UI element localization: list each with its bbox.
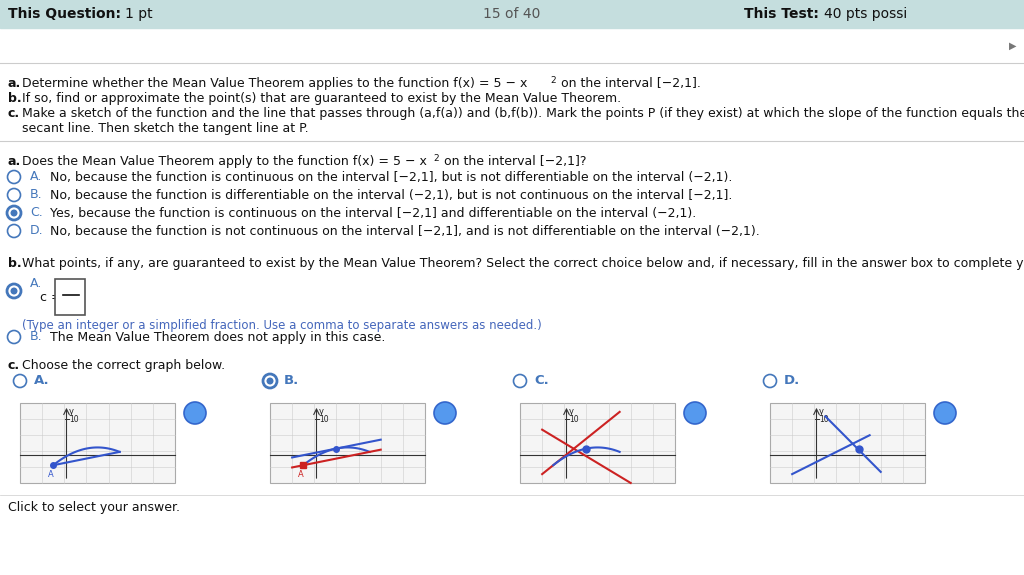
Text: +: + [938, 404, 952, 422]
Bar [520, 403, 675, 483]
Text: (Type an integer or a simplified fraction. Use a comma to separate answers as ne: (Type an integer or a simplified fractio… [22, 319, 542, 332]
Text: 2: 2 [433, 154, 438, 163]
Text: +: + [188, 404, 202, 422]
Circle shape [7, 189, 20, 201]
Text: y: y [318, 407, 324, 416]
Text: 1 pt: 1 pt [125, 7, 153, 21]
Text: C.: C. [30, 206, 43, 220]
Text: Choose the correct graph below.: Choose the correct graph below. [22, 359, 225, 372]
Circle shape [10, 209, 17, 217]
Circle shape [13, 374, 27, 388]
Text: 10: 10 [819, 415, 829, 424]
Text: If so, find or approximate the point(s) that are guaranteed to exist by the Mean: If so, find or approximate the point(s) … [22, 92, 622, 105]
Text: a.: a. [8, 155, 22, 168]
Text: 10: 10 [569, 415, 580, 424]
Circle shape [184, 402, 206, 424]
Text: C.: C. [534, 374, 549, 388]
Circle shape [266, 378, 273, 385]
Text: 40 pts possi: 40 pts possi [824, 7, 907, 21]
Text: Click to select your answer.: Click to select your answer. [8, 501, 180, 514]
Text: y: y [69, 407, 74, 416]
Text: 2: 2 [67, 297, 75, 310]
Text: 15 of 40: 15 of 40 [483, 7, 541, 21]
Bar [20, 403, 175, 483]
Text: 10: 10 [319, 415, 329, 424]
Text: The Mean Value Theorem does not apply in this case.: The Mean Value Theorem does not apply in… [50, 331, 385, 343]
Text: c.: c. [8, 359, 20, 372]
Text: This Question:: This Question: [8, 7, 121, 21]
Text: No, because the function is not continuous on the interval [−2,1], and is not di: No, because the function is not continuo… [50, 224, 760, 237]
Text: A: A [298, 470, 304, 479]
Text: Does the Mean Value Theorem apply to the function f(x) = 5 − x: Does the Mean Value Theorem apply to the… [22, 155, 427, 168]
Text: A.: A. [30, 277, 42, 290]
Text: 10: 10 [70, 415, 79, 424]
Circle shape [684, 402, 706, 424]
Text: B.: B. [284, 374, 299, 388]
Circle shape [7, 331, 20, 343]
Circle shape [7, 224, 20, 237]
Circle shape [764, 374, 776, 388]
Text: B.: B. [30, 189, 43, 201]
Text: 2: 2 [550, 76, 556, 85]
Text: D.: D. [784, 374, 800, 388]
Text: −: − [57, 287, 70, 302]
Text: on the interval [−2,1]?: on the interval [−2,1]? [440, 155, 587, 168]
Circle shape [263, 374, 278, 388]
Bar [270, 403, 425, 483]
Circle shape [7, 206, 22, 220]
Text: D.: D. [30, 224, 44, 237]
Text: No, because the function is differentiable on the interval (−2,1), but is not co: No, because the function is differentiab… [50, 189, 732, 201]
Text: y: y [568, 407, 573, 416]
Text: Make a sketch of the function and the line that passes through (a,f(a)) and (b,f: Make a sketch of the function and the li… [22, 107, 1024, 120]
Text: B.: B. [30, 331, 43, 343]
Circle shape [7, 171, 20, 183]
Text: c.: c. [8, 107, 20, 120]
Text: A.: A. [34, 374, 49, 388]
Text: y: y [818, 407, 823, 416]
Circle shape [7, 284, 22, 298]
Bar [770, 403, 925, 483]
Bar [55, 279, 85, 315]
Text: 1: 1 [67, 282, 75, 295]
Text: +: + [688, 404, 701, 422]
Circle shape [513, 374, 526, 388]
Text: Determine whether the Mean Value Theorem applies to the function f(x) = 5 − x: Determine whether the Mean Value Theorem… [22, 77, 527, 90]
Text: c =: c = [40, 291, 61, 304]
Text: This Test:: This Test: [744, 7, 819, 21]
Text: b.: b. [8, 92, 22, 105]
Circle shape [934, 402, 956, 424]
Text: No, because the function is continuous on the interval [−2,1], but is not differ: No, because the function is continuous o… [50, 171, 732, 183]
Text: b.: b. [8, 257, 22, 270]
Circle shape [434, 402, 456, 424]
Text: ▶: ▶ [1009, 41, 1016, 51]
Text: What points, if any, are guaranteed to exist by the Mean Value Theorem? Select t: What points, if any, are guaranteed to e… [22, 257, 1024, 270]
Circle shape [10, 288, 17, 294]
Text: +: + [438, 404, 452, 422]
Text: Yes, because the function is continuous on the interval [−2,1] and differentiabl: Yes, because the function is continuous … [50, 206, 696, 220]
Text: on the interval [−2,1].: on the interval [−2,1]. [557, 77, 700, 90]
Text: A.: A. [30, 171, 42, 183]
Bar [0, 0, 1024, 28]
Text: secant line. Then sketch the tangent line at P.: secant line. Then sketch the tangent lin… [22, 122, 308, 135]
Text: a.: a. [8, 77, 22, 90]
Text: A: A [48, 470, 54, 479]
